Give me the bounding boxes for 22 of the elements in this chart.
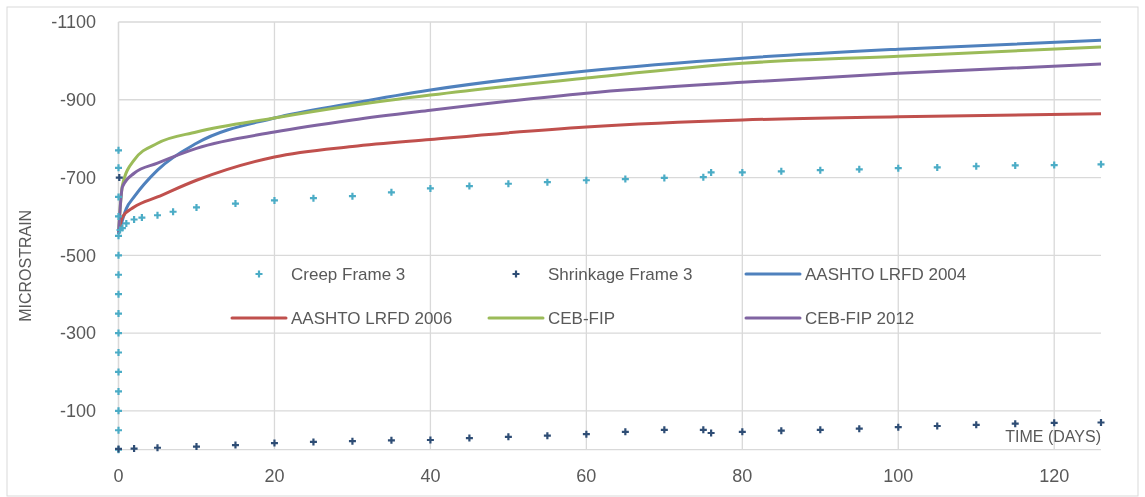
x-tick-label: 60 (576, 466, 597, 486)
legend-label: Creep Frame 3 (291, 264, 406, 284)
y-tick-label: -100 (59, 401, 96, 422)
point (425, 435, 435, 445)
legend-label: CEB-FIP (548, 308, 616, 328)
y-tick-label: -1100 (51, 12, 96, 33)
y-tick-label: -900 (59, 90, 96, 111)
x-tick-label: 120 (1039, 466, 1070, 486)
x-tick-label: 0 (113, 466, 124, 486)
x-tick-label: 40 (420, 466, 441, 486)
legend-label: Shrinkage Frame 3 (548, 264, 693, 284)
y-tick-label: -500 (59, 245, 96, 266)
x-axis-title: TIME (DAYS) (1005, 427, 1101, 445)
legend-label: CEB-FIP 2012 (805, 308, 915, 328)
legend-label: AASHTO LRFD 2006 (291, 308, 453, 328)
y-axis-title: MICROSTRAIN (17, 209, 34, 322)
y-tick-label: -300 (59, 323, 96, 344)
x-tick-label: 100 (883, 466, 914, 486)
x-tick-label: 80 (732, 466, 753, 486)
x-tick-label: 20 (264, 466, 285, 486)
legend-label: AASHTO LRFD 2004 (805, 264, 967, 284)
y-tick-label: -700 (59, 167, 96, 188)
